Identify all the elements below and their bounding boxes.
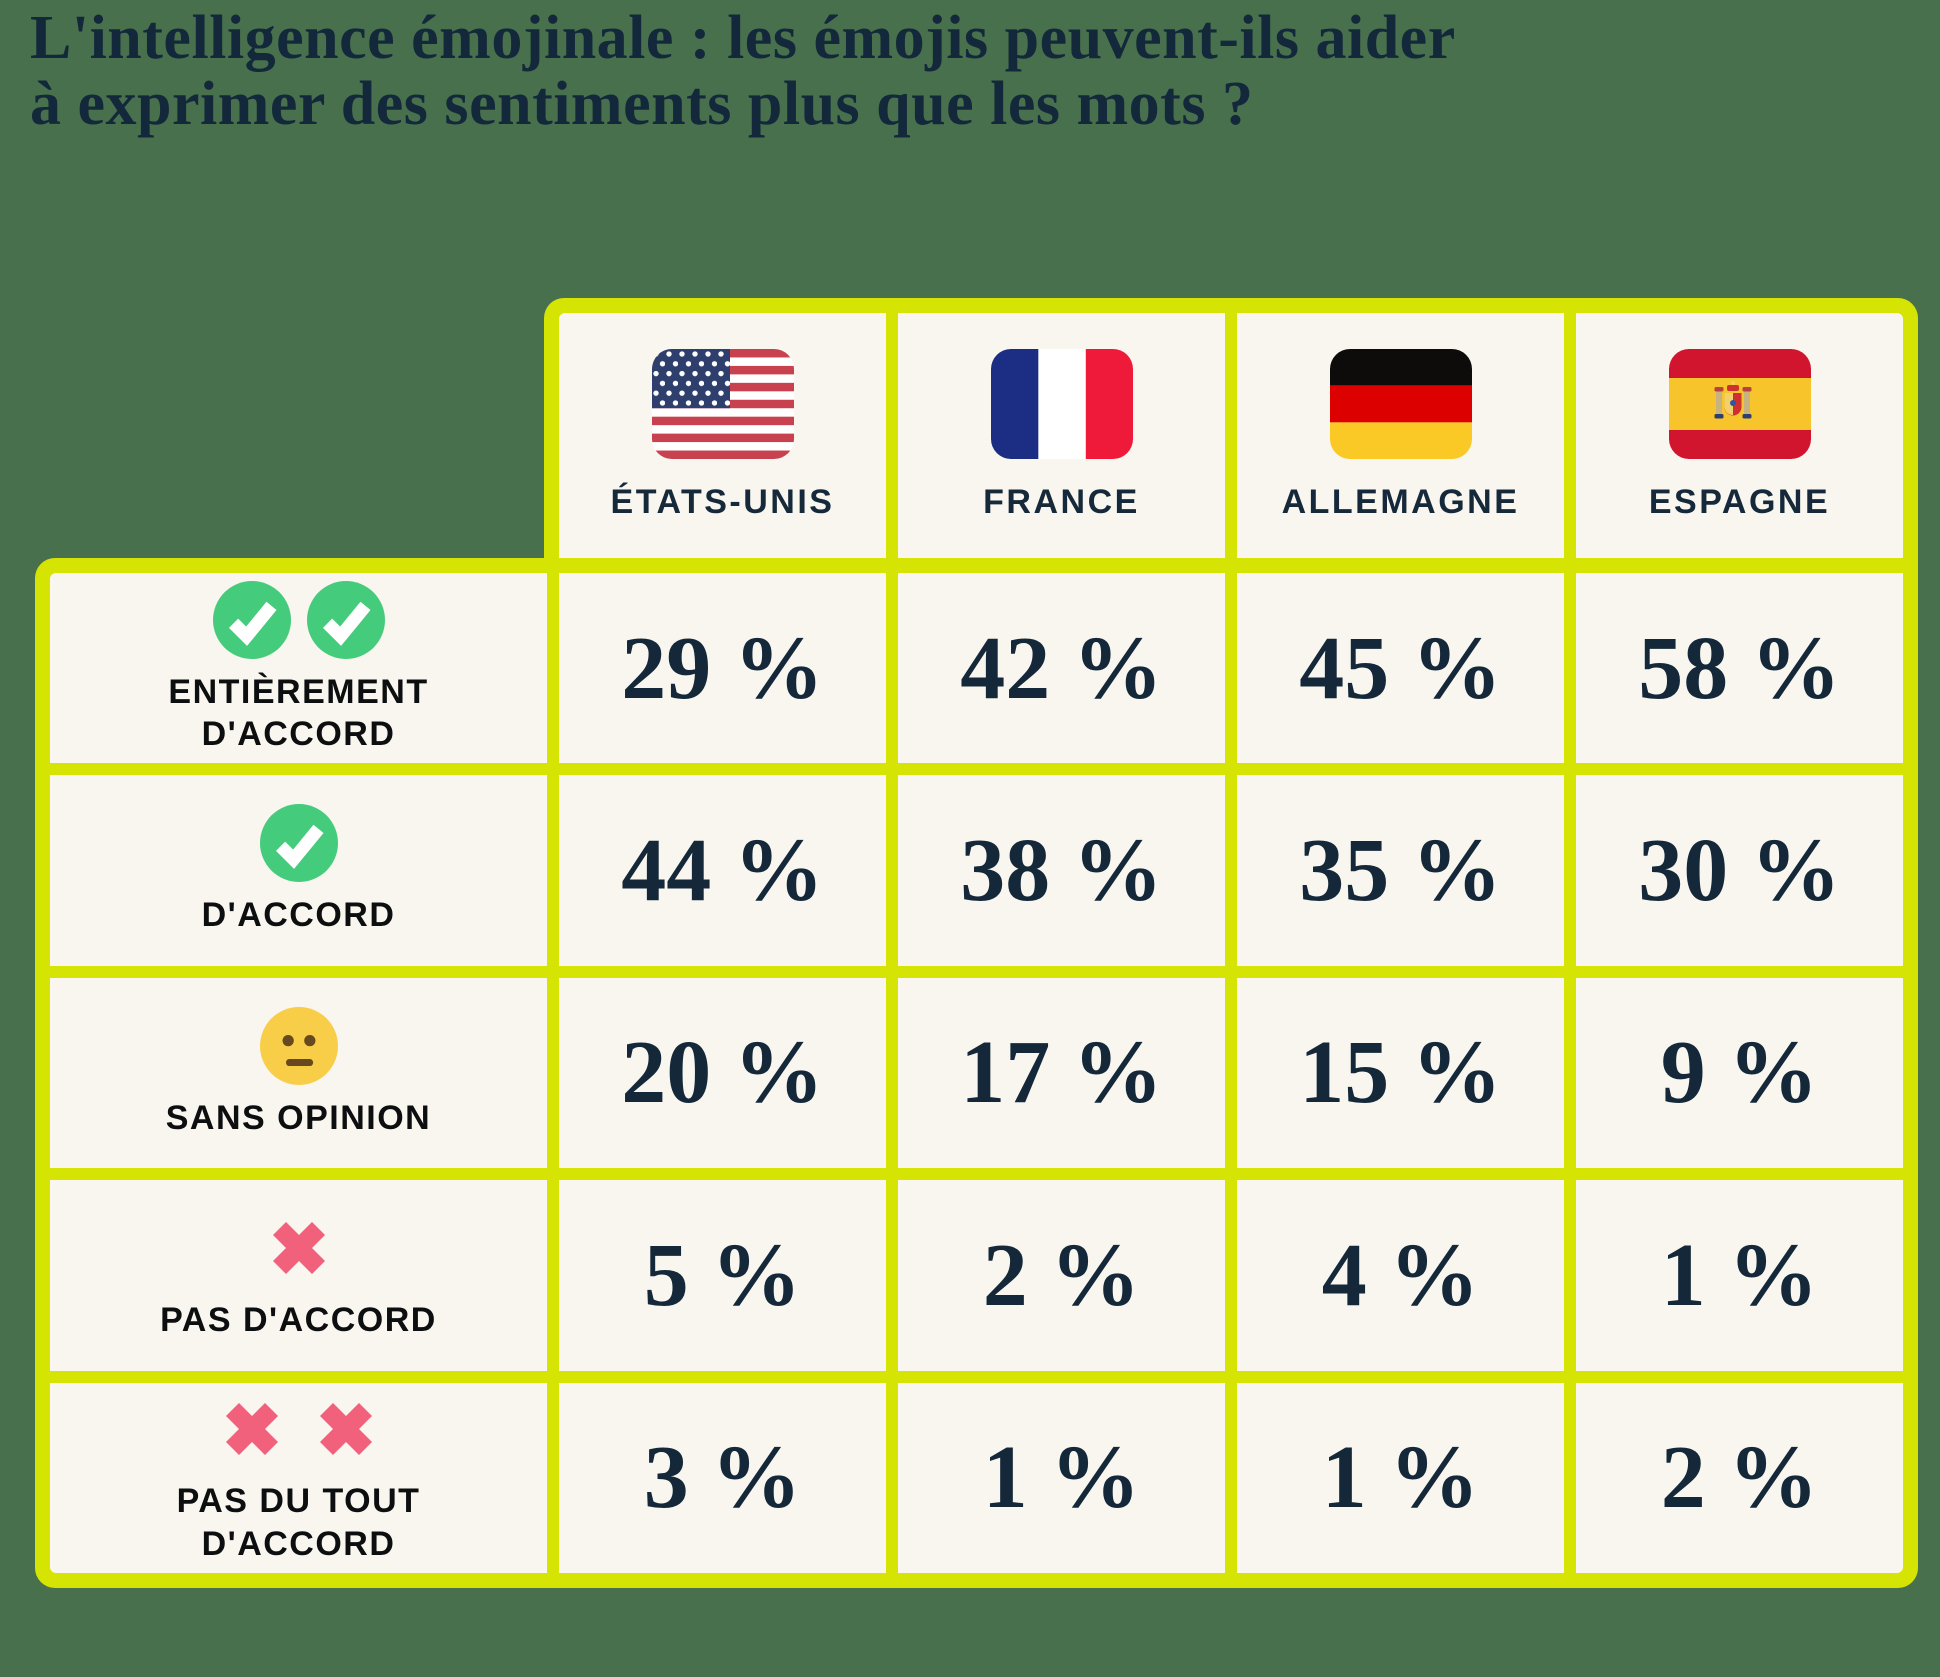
spain-flag-icon — [1669, 349, 1811, 459]
emoji-row — [260, 1007, 338, 1085]
value-daccord-us: 44 % — [621, 821, 824, 921]
column-label: FRANCE — [983, 483, 1140, 521]
table-cell: 1 % — [1237, 1382, 1564, 1573]
row-label: PAS D'ACCORD — [160, 1301, 437, 1340]
value-sansopinion-de: 15 % — [1299, 1023, 1502, 1123]
value-pasdutout-es: 2 % — [1660, 1428, 1819, 1528]
check-circle-icon — [260, 804, 338, 882]
table-cell: 20 % — [559, 977, 886, 1169]
row-label: PAS DU TOUT D'ACCORD — [176, 1482, 421, 1563]
germany-flag-icon — [1330, 349, 1472, 459]
column-label: ALLEMAGNE — [1281, 483, 1520, 521]
value-daccord-es: 30 % — [1638, 821, 1841, 921]
table-cell: 17 % — [898, 977, 1225, 1169]
column-header-france: FRANCE — [898, 313, 1225, 558]
column-header-espagne: ESPAGNE — [1576, 313, 1903, 558]
value-pasdaccord-fr: 2 % — [982, 1225, 1141, 1325]
table-cell: 44 % — [559, 775, 886, 966]
table-cell: 2 % — [898, 1180, 1225, 1371]
neutral-face-icon — [260, 1007, 338, 1085]
cross-mark-icon — [213, 1390, 291, 1468]
table-cell: 35 % — [1237, 775, 1564, 966]
value-daccord-fr: 38 % — [960, 821, 1163, 921]
row-header-pas-du-tout-daccord: PAS DU TOUT D'ACCORD — [50, 1382, 547, 1573]
title-line-1: L'intelligence émojinale : les émojis pe… — [30, 4, 1456, 72]
value-sansopinion-es: 9 % — [1660, 1023, 1819, 1123]
emoji-row — [213, 1390, 385, 1468]
row-header-pas-daccord: PAS D'ACCORD — [50, 1180, 547, 1371]
value-daccord-de: 35 % — [1299, 821, 1502, 921]
table-cell: 30 % — [1576, 775, 1903, 966]
us-flag-icon — [652, 349, 794, 459]
title-line-2: à exprimer des sentiments plus que les m… — [30, 69, 1254, 138]
row-header-entierement-daccord: ENTIÈREMENT D'ACCORD — [50, 573, 547, 764]
table-cell: 3 % — [559, 1382, 886, 1573]
table-cell: 45 % — [1237, 573, 1564, 764]
emoji-row — [260, 1209, 338, 1287]
row-header-sans-opinion: SANS OPINION — [50, 977, 547, 1169]
value-pasdaccord-es: 1 % — [1660, 1225, 1819, 1325]
value-entierement-fr: 42 % — [960, 618, 1163, 718]
column-header-allemagne: ALLEMAGNE — [1237, 313, 1564, 558]
value-sansopinion-us: 20 % — [621, 1023, 824, 1123]
table-cell: 38 % — [898, 775, 1225, 966]
table-cell: 4 % — [1237, 1180, 1564, 1371]
value-pasdaccord-de: 4 % — [1321, 1225, 1480, 1325]
value-pasdaccord-us: 5 % — [643, 1225, 802, 1325]
table-cell: 9 % — [1576, 977, 1903, 1169]
table-cell: 2 % — [1576, 1382, 1903, 1573]
table-cell: 29 % — [559, 573, 886, 764]
emoji-row — [213, 581, 385, 659]
column-header-etats-unis: ÉTATS-UNIS — [559, 313, 886, 558]
emoji-row — [260, 804, 338, 882]
table-header-row: ÉTATS-UNIS FRANCE ALLEMAGNE ESPAGNE — [544, 298, 1918, 558]
cross-mark-icon — [307, 1390, 385, 1468]
value-pasdutout-fr: 1 % — [982, 1428, 1141, 1528]
table-cell: 15 % — [1237, 977, 1564, 1169]
france-flag-icon — [991, 349, 1133, 459]
row-label: ENTIÈREMENT D'ACCORD — [168, 672, 429, 754]
value-entierement-de: 45 % — [1299, 618, 1502, 718]
value-entierement-us: 29 % — [621, 618, 824, 718]
check-circle-icon — [307, 581, 385, 659]
value-pasdutout-de: 1 % — [1321, 1428, 1480, 1528]
column-label: ÉTATS-UNIS — [610, 483, 835, 521]
table-body: ENTIÈREMENT D'ACCORD 29 % 42 % 45 % 58 %… — [35, 558, 1918, 1588]
value-entierement-es: 58 % — [1638, 618, 1841, 718]
table-cell: 42 % — [898, 573, 1225, 764]
check-circle-icon — [213, 581, 291, 659]
value-pasdutout-us: 3 % — [643, 1428, 802, 1528]
row-header-daccord: D'ACCORD — [50, 775, 547, 966]
table-cell: 1 % — [1576, 1180, 1903, 1371]
infographic-title: L'intelligence émojinale : les émojis pe… — [30, 4, 1590, 138]
row-label: SANS OPINION — [165, 1098, 432, 1137]
row-label: D'ACCORD — [201, 896, 396, 935]
column-label: ESPAGNE — [1648, 483, 1831, 521]
table-cell: 58 % — [1576, 573, 1903, 764]
table-cell: 5 % — [559, 1180, 886, 1371]
table-cell: 1 % — [898, 1382, 1225, 1573]
value-sansopinion-fr: 17 % — [960, 1023, 1163, 1123]
cross-mark-icon — [260, 1209, 338, 1287]
